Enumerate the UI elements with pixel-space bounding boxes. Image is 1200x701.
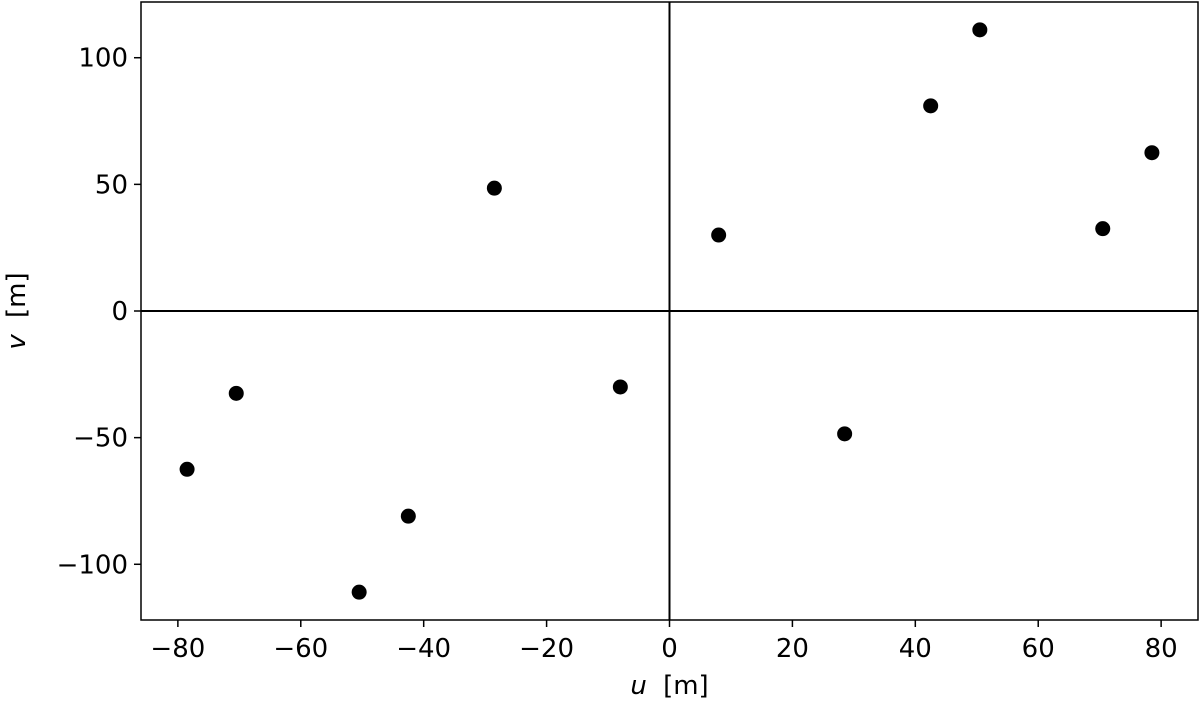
data-point <box>972 22 988 38</box>
y-axis-unit: [m] <box>2 272 32 318</box>
x-tick-label: −80 <box>150 634 205 664</box>
x-tick-label: 40 <box>899 634 932 664</box>
data-point <box>923 98 939 114</box>
x-tick-label: 60 <box>1022 634 1055 664</box>
data-point <box>351 584 367 600</box>
x-tick-label: −40 <box>396 634 451 664</box>
y-tick-label: 50 <box>95 170 128 200</box>
data-point <box>400 508 416 524</box>
data-point <box>179 461 195 477</box>
data-points <box>179 22 1160 600</box>
data-point <box>711 227 727 243</box>
data-point <box>1095 221 1111 237</box>
y-axis-ticks: −100 −50 0 50 100 <box>57 44 141 580</box>
data-point <box>228 385 244 401</box>
x-axis-variable: u <box>630 671 646 701</box>
data-point <box>612 379 628 395</box>
x-tick-label: 20 <box>776 634 809 664</box>
reference-lines <box>141 2 1198 620</box>
data-point <box>486 180 502 196</box>
y-tick-label: −100 <box>57 550 128 580</box>
y-axis-title: v [m] <box>2 272 32 349</box>
y-tick-label: 100 <box>78 44 128 74</box>
x-axis-title: u [m] <box>630 671 708 701</box>
x-tick-label: −20 <box>519 634 574 664</box>
y-tick-label: −50 <box>73 424 128 454</box>
data-point <box>837 426 853 442</box>
x-tick-label: 0 <box>661 634 678 664</box>
x-tick-label: −60 <box>273 634 328 664</box>
data-point <box>1144 145 1160 161</box>
x-axis-ticks: −80 −60 −40 −20 0 20 40 60 80 <box>150 620 1178 664</box>
x-tick-label: 80 <box>1145 634 1178 664</box>
y-tick-label: 0 <box>111 297 128 327</box>
x-axis-unit: [m] <box>663 671 709 701</box>
y-axis-variable: v <box>2 334 32 350</box>
